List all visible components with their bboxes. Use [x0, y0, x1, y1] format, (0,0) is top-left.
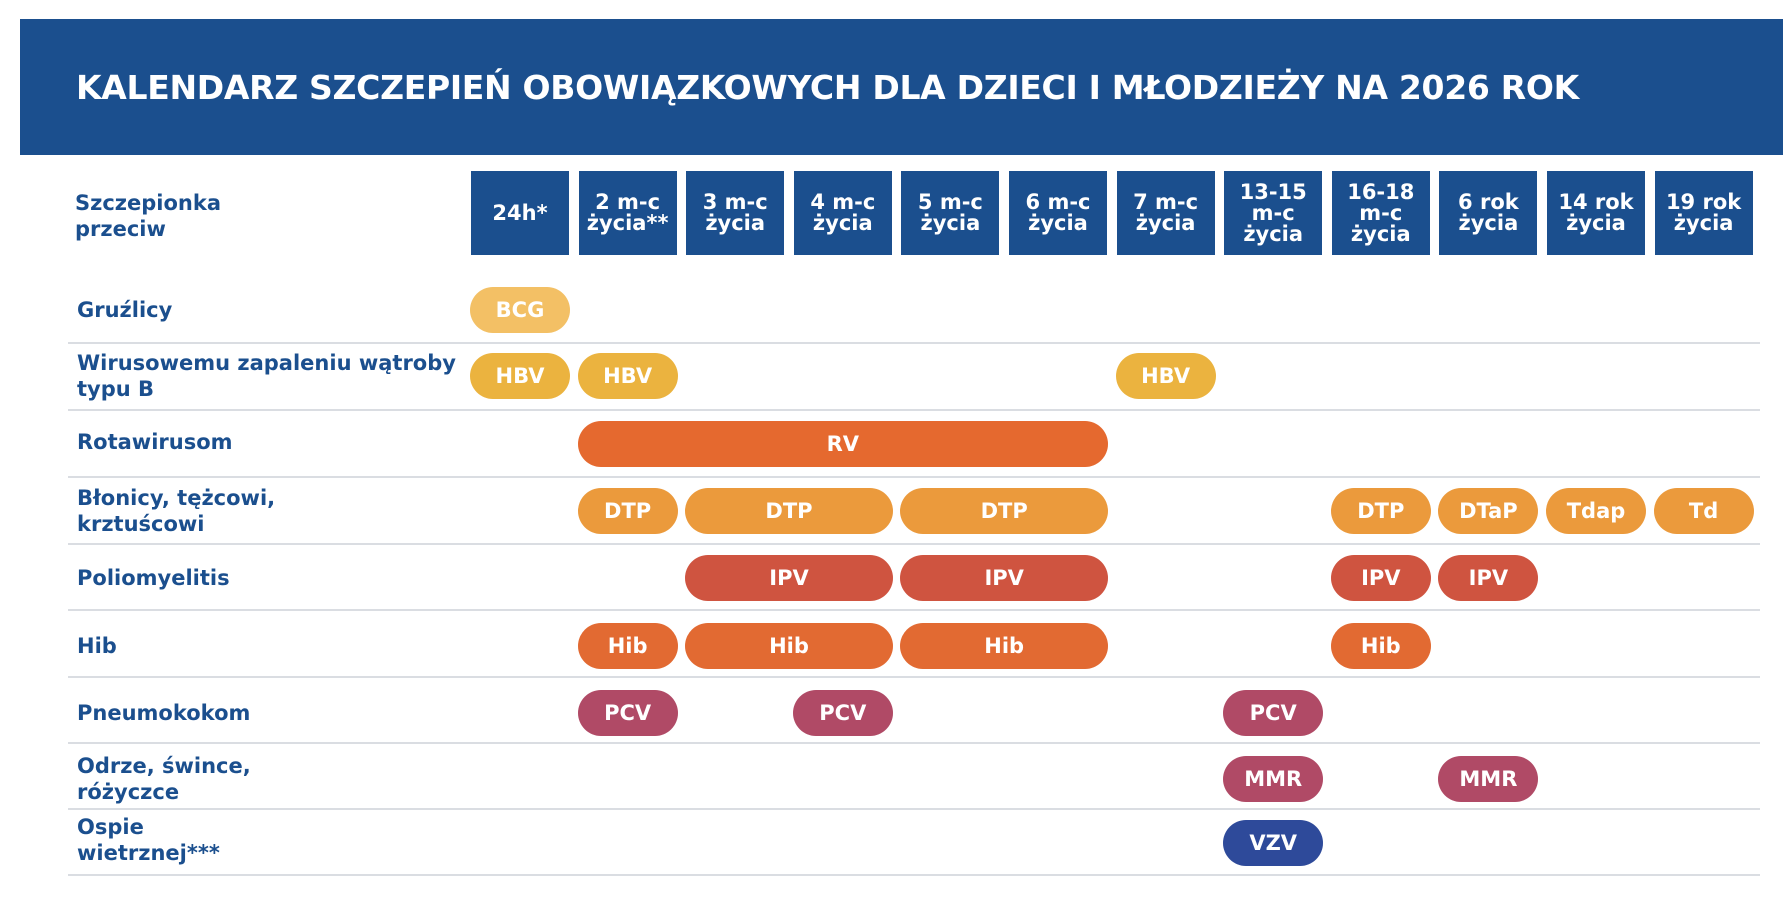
vaccine-dose-pill: VZV — [1223, 820, 1324, 866]
row-divider — [68, 874, 1760, 876]
vaccine-dose-pill: PCV — [577, 690, 678, 736]
row-divider — [68, 742, 1760, 744]
vaccine-dose-pill: Hib — [1330, 623, 1431, 669]
vaccine-dose-pill: DTP — [577, 488, 678, 534]
vaccine-dose-pill: Hib — [685, 623, 893, 669]
vaccine-dose-pill: DTP — [1330, 488, 1431, 534]
vaccine-dose-pill: PCV — [792, 690, 893, 736]
row-divider — [68, 342, 1760, 344]
vaccine-row-label: Hib — [77, 634, 117, 658]
vaccine-row-label: Ospie wietrznej*** — [77, 815, 220, 865]
vaccine-row-label: Wirusowemu zapaleniu wątroby typu B — [77, 351, 456, 401]
vaccine-row-label: Odrze, śwince, różyczce — [77, 754, 251, 804]
row-divider — [68, 676, 1760, 678]
vaccine-row-label: Gruźlicy — [77, 298, 173, 322]
age-column-header: 16-18 m-c życia — [1331, 171, 1430, 255]
vaccine-dose-pill: HBV — [1115, 353, 1216, 399]
page-title: KALENDARZ SZCZEPIEŃ OBOWIĄZKOWYCH DLA DZ… — [76, 67, 1579, 107]
vaccine-dose-pill: MMR — [1438, 756, 1539, 802]
vaccine-dose-pill: HBV — [470, 353, 570, 399]
age-column-header: 24h* — [471, 171, 569, 255]
row-divider — [68, 409, 1760, 411]
row-divider — [68, 476, 1760, 478]
vaccine-dose-pill: HBV — [577, 353, 678, 399]
vaccine-dose-pill: Td — [1653, 488, 1754, 534]
age-column-header: 3 m-c życia — [686, 171, 785, 255]
vaccine-dose-pill: DTP — [900, 488, 1108, 534]
vaccine-row-label: Pneumokokom — [77, 701, 251, 725]
page-header: KALENDARZ SZCZEPIEŃ OBOWIĄZKOWYCH DLA DZ… — [20, 19, 1783, 155]
vaccine-dose-pill: BCG — [470, 287, 570, 333]
vaccine-dose-pill: MMR — [1223, 756, 1324, 802]
vaccine-dose-pill: Hib — [900, 623, 1108, 669]
age-column-header: 19 rok życia — [1654, 171, 1753, 255]
row-divider — [68, 808, 1760, 810]
vaccine-dose-pill: DTaP — [1438, 488, 1539, 534]
row-divider — [68, 609, 1760, 611]
vaccine-row-label: Rotawirusom — [77, 430, 233, 454]
vaccine-dose-pill: IPV — [685, 555, 893, 601]
age-column-header: 14 rok życia — [1547, 171, 1645, 255]
row-divider — [68, 543, 1760, 545]
vaccine-dose-pill: PCV — [1223, 690, 1324, 736]
age-column-header: 4 m-c życia — [793, 171, 892, 255]
vaccine-row-label: Błonicy, tężcowi, krztuścowi — [77, 486, 276, 536]
vaccine-dose-pill: DTP — [685, 488, 893, 534]
age-column-header: 7 m-c życia — [1116, 171, 1215, 255]
vaccine-dose-pill: IPV — [1330, 555, 1431, 601]
vaccine-dose-pill: IPV — [1438, 555, 1539, 601]
vaccine-column-label: Szczepionka przeciw — [75, 191, 222, 241]
vaccine-dose-pill: RV — [577, 421, 1108, 467]
age-column-header: 5 m-c życia — [901, 171, 1000, 255]
age-column-header: 13-15 m-c życia — [1224, 171, 1323, 255]
vaccine-row-label: Poliomyelitis — [77, 566, 230, 590]
vaccine-dose-pill: Hib — [577, 623, 678, 669]
age-column-header: 2 m-c życia** — [578, 171, 677, 255]
vaccine-dose-pill: Tdap — [1546, 488, 1646, 534]
vaccine-dose-pill: IPV — [900, 555, 1108, 601]
age-column-header: 6 rok życia — [1439, 171, 1538, 255]
age-column-header: 6 m-c życia — [1009, 171, 1107, 255]
